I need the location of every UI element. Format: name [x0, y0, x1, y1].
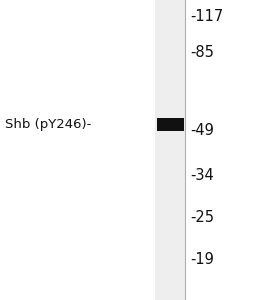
Text: Shb (pY246)-: Shb (pY246)-	[5, 118, 92, 131]
Text: -25: -25	[190, 210, 214, 225]
Bar	[155, 0, 185, 300]
Text: -117: -117	[190, 9, 224, 24]
Bar	[157, 118, 184, 131]
Text: -19: -19	[190, 252, 214, 267]
Text: -49: -49	[190, 123, 214, 138]
Text: -85: -85	[190, 45, 214, 60]
Text: -34: -34	[190, 168, 214, 183]
